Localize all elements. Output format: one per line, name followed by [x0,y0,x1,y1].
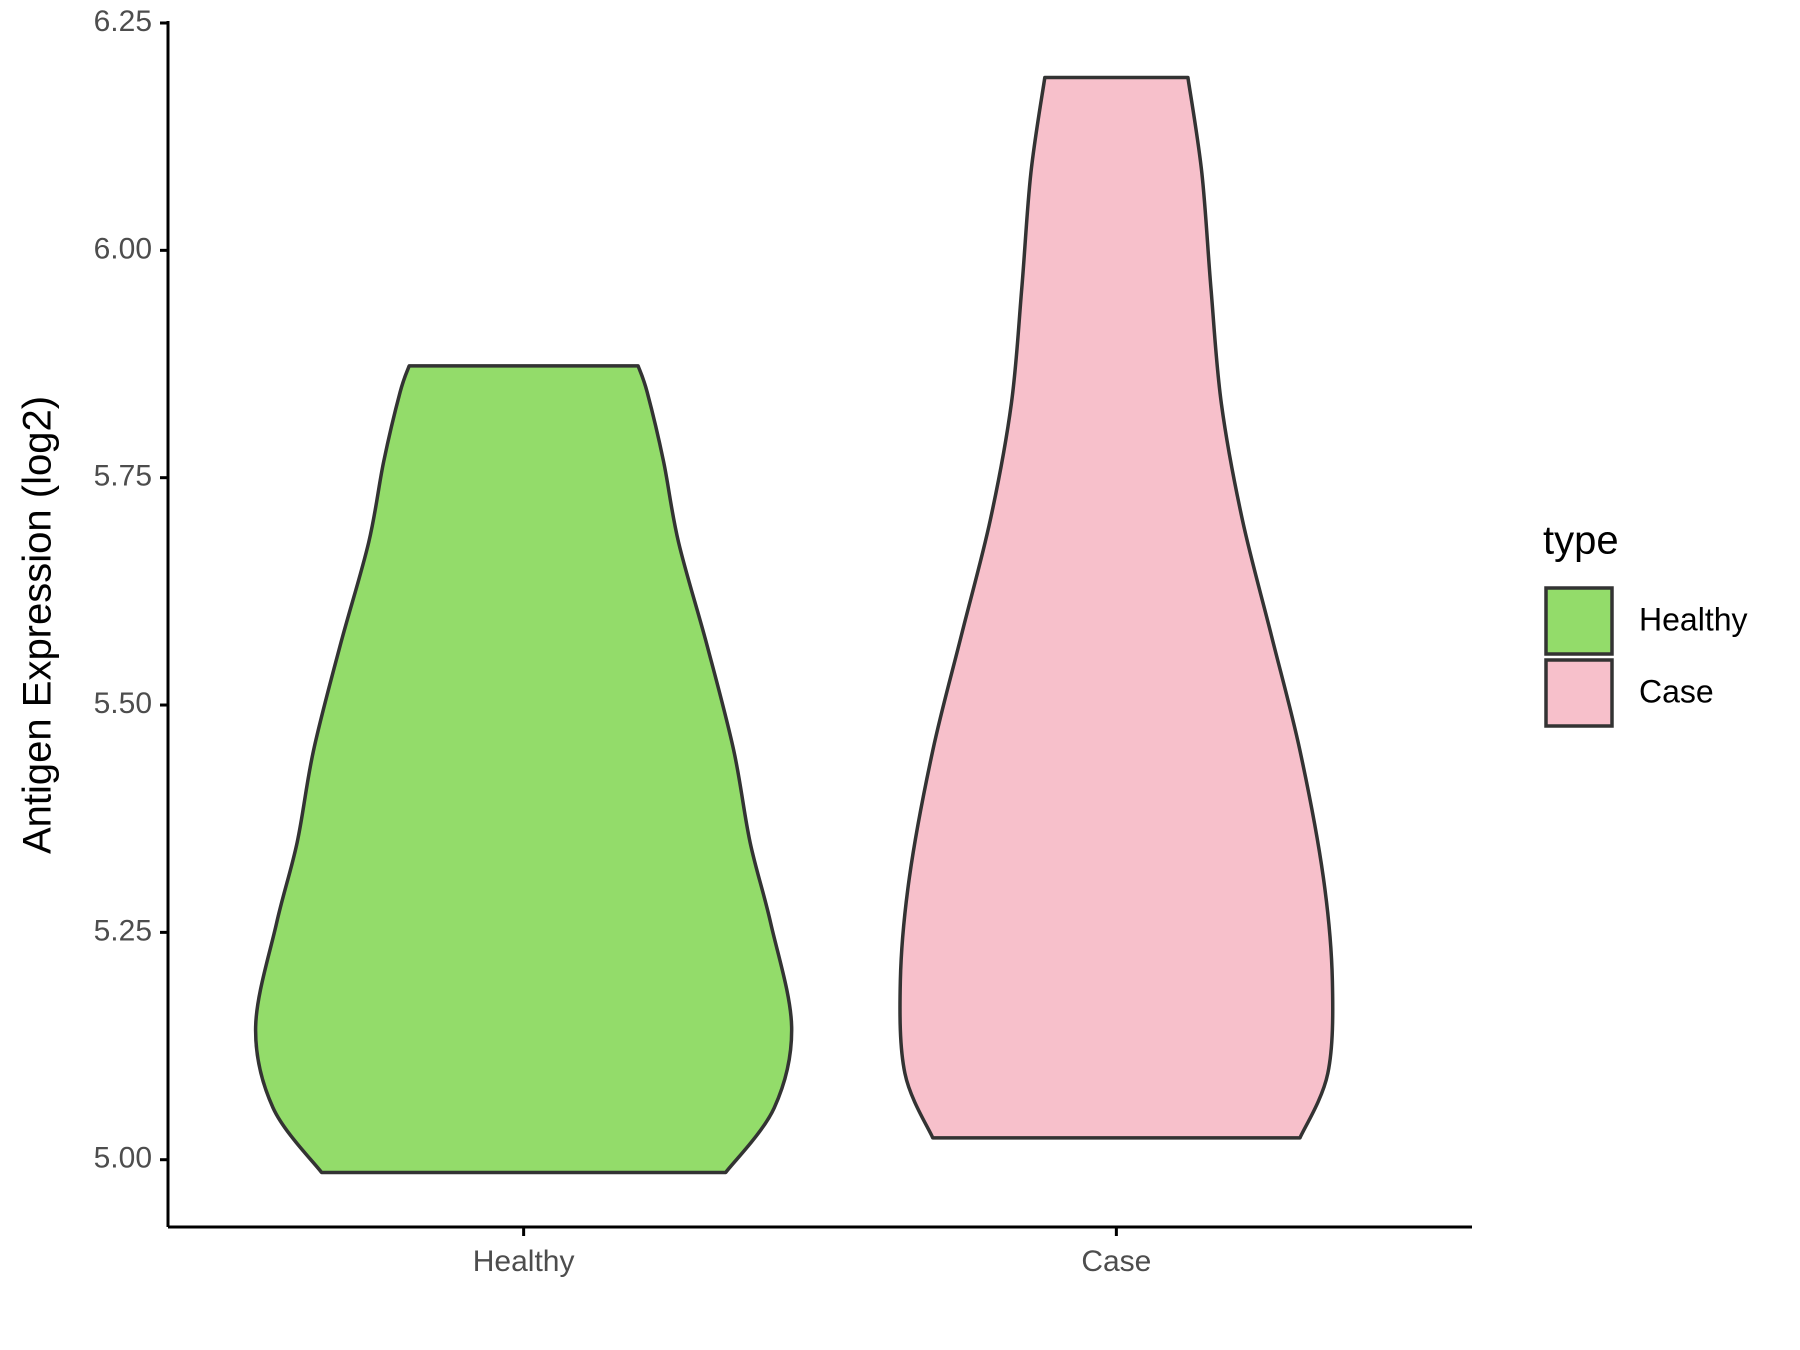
legend-key [1544,586,1614,656]
legend-label: Case [1639,673,1714,709]
y-tick-label: 6.00 [94,232,152,265]
x-tick-label: Healthy [473,1245,575,1278]
y-tick-label: 5.25 [94,914,152,947]
legend-key [1544,658,1614,728]
y-axis-title: Antigen Expression (log2) [16,396,60,854]
legend-label: Healthy [1639,601,1748,637]
violin [253,364,794,1175]
y-tick-label: 6.25 [94,5,152,38]
violin [898,75,1335,1140]
y-tick-label: 5.00 [94,1142,152,1175]
y-tick-label: 5.50 [94,687,152,720]
y-tick-label: 5.75 [94,460,152,493]
x-tick-label: Case [1081,1245,1151,1278]
legend-title: type [1543,519,1619,563]
